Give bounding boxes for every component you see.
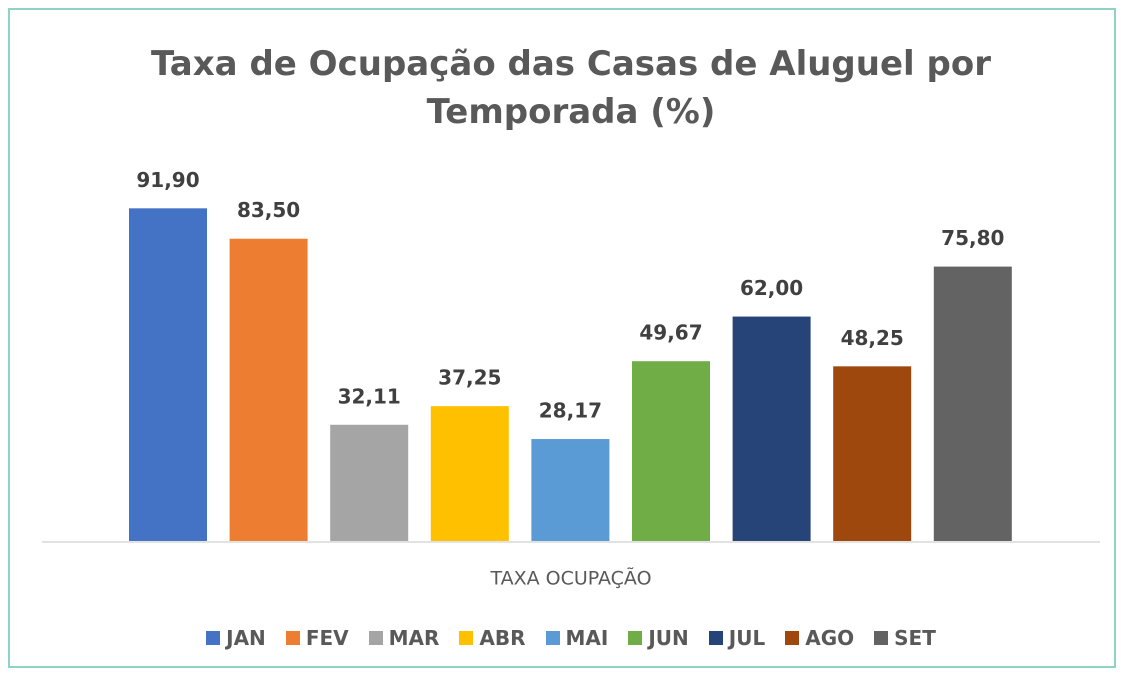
legend-swatch [708, 631, 723, 645]
legend-label: ABR [479, 626, 526, 650]
legend-label: AGO [805, 626, 855, 650]
chart-title: Taxa de Ocupação das Casas de Aluguel po… [150, 44, 991, 132]
legend-label: MAI [565, 626, 609, 650]
data-label: 91,90 [136, 168, 199, 192]
legend-label: JUN [648, 626, 689, 650]
data-label: 62,00 [740, 276, 803, 300]
data-label: 48,25 [841, 326, 904, 350]
legend-swatch [874, 631, 889, 645]
bar [531, 439, 610, 541]
bar [330, 424, 409, 541]
legend-item: FEV [285, 626, 349, 650]
chart-frame [8, 8, 1116, 668]
legend-item: AGO [785, 626, 854, 650]
legend-item: MAI [545, 626, 609, 650]
legend-label: MAR [388, 626, 440, 650]
legend-item: SET [874, 626, 936, 650]
legend-swatch [206, 631, 221, 645]
bar [632, 361, 710, 541]
data-label: 83,50 [237, 198, 300, 222]
bar [229, 238, 308, 542]
legend-swatch [545, 631, 560, 645]
legend-item: JUN [628, 626, 689, 650]
x-tick-label: TAXA OCUPAÇÃO [489, 567, 651, 590]
bar [933, 266, 1012, 541]
legend-swatch [628, 631, 643, 645]
legend-item: JUL [708, 626, 766, 650]
legend-label: SET [894, 626, 936, 650]
data-label: 75,80 [941, 226, 1004, 250]
bar [430, 406, 509, 541]
legend-swatch [368, 631, 383, 645]
bar [833, 366, 912, 541]
legend-label: JAN [226, 626, 266, 650]
data-label: 49,67 [639, 321, 702, 345]
bar [732, 316, 811, 541]
legend-item: JAN [206, 626, 266, 650]
legend-swatch [459, 631, 474, 645]
data-label: 32,11 [338, 384, 401, 408]
legend-label: JUL [728, 626, 766, 650]
legend: JAN FEV MAR ABR MAI JUN JUL AGO SET [0, 626, 1127, 650]
legend-label: FEV [305, 626, 349, 650]
legend-swatch [285, 631, 300, 645]
data-label: 28,17 [539, 399, 602, 423]
legend-item: ABR [459, 626, 526, 650]
legend-item: MAR [368, 626, 440, 650]
legend-swatch [785, 631, 800, 645]
data-label: 37,25 [438, 366, 501, 390]
bar [129, 208, 207, 541]
